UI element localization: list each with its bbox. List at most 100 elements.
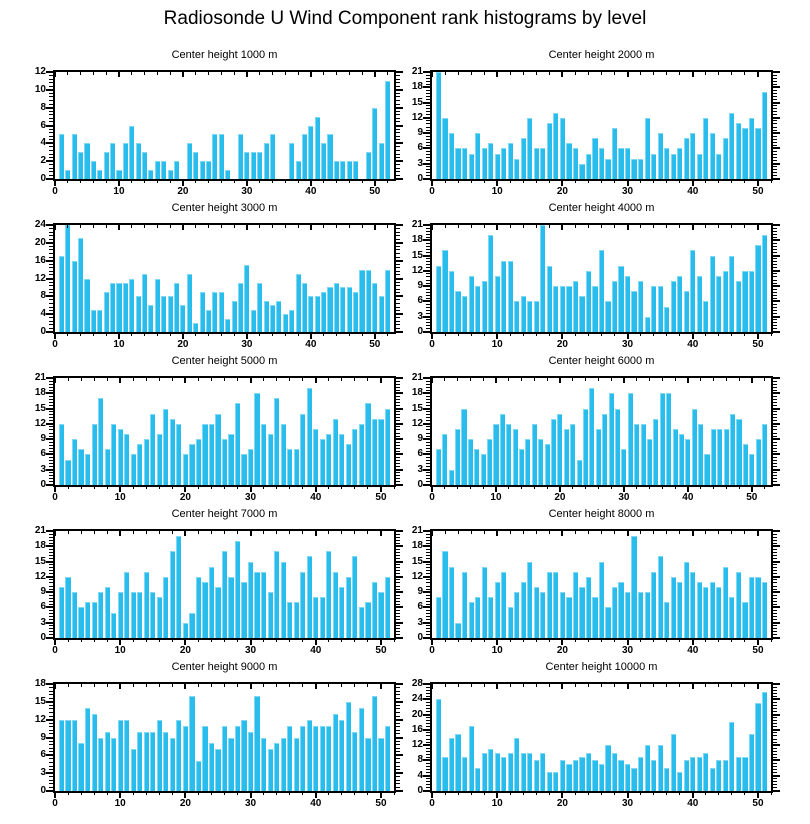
tick-mark <box>705 531 707 534</box>
tick-mark <box>773 386 777 388</box>
tick-mark <box>67 638 69 642</box>
tick-mark <box>169 225 171 228</box>
tick-mark <box>131 179 133 183</box>
tick-mark <box>396 533 400 535</box>
tick-mark <box>396 570 400 572</box>
tick-mark <box>773 753 777 755</box>
tick-mark <box>626 638 629 645</box>
histogram-bar <box>448 566 455 638</box>
tick-mark <box>396 704 400 706</box>
tick-mark <box>396 575 403 578</box>
y-tick-label: 6 <box>417 601 423 613</box>
tick-mark <box>773 310 777 312</box>
tick-mark <box>396 751 400 753</box>
histogram-bar <box>333 282 339 332</box>
histogram-bar <box>103 291 109 332</box>
tick-mark <box>49 567 53 569</box>
tick-mark <box>93 791 95 795</box>
histogram-bar <box>755 128 761 179</box>
histogram-panel: Center height 4000 m 0 10 20 30 40 50 0 3 6 9 12 15 1… <box>412 202 780 350</box>
tick-mark <box>521 485 523 489</box>
tick-mark <box>117 225 120 230</box>
tick-mark <box>626 684 629 689</box>
tick-mark <box>117 332 120 339</box>
tick-mark <box>731 179 733 183</box>
tick-mark <box>548 332 550 336</box>
x-tick-label: 40 <box>687 645 699 656</box>
tick-mark <box>483 332 485 336</box>
tick-mark <box>46 88 53 91</box>
x-tick-label: 40 <box>310 798 322 809</box>
tick-mark <box>80 332 82 336</box>
tick-mark <box>773 530 780 532</box>
tick-mark <box>284 179 286 183</box>
histogram-bar <box>378 592 384 638</box>
tick-mark <box>601 684 602 687</box>
tick-mark <box>396 142 403 145</box>
tick-mark <box>773 392 780 395</box>
histogram-bar <box>332 713 338 791</box>
histogram-bar <box>546 771 552 791</box>
tick-mark <box>444 684 446 687</box>
histogram-bar <box>117 719 123 791</box>
tick-mark <box>396 253 400 255</box>
histogram-bar <box>161 161 167 179</box>
tick-mark <box>396 456 400 458</box>
tick-mark <box>49 475 53 477</box>
tick-mark <box>46 772 53 775</box>
tick-mark <box>158 531 160 534</box>
histogram-bar <box>116 282 122 332</box>
tick-mark <box>426 157 430 159</box>
tick-mark <box>49 616 53 618</box>
tick-mark <box>426 172 430 174</box>
histogram-bar <box>572 760 579 791</box>
histogram-bar <box>690 571 696 638</box>
tick-mark <box>259 72 261 75</box>
chart-title: Radiosonde U Wind Component rank histogr… <box>163 8 647 29</box>
tick-mark <box>561 684 564 689</box>
histogram-bar <box>137 444 143 485</box>
tick-mark <box>49 613 53 615</box>
tick-mark <box>587 332 589 336</box>
tick-mark <box>46 718 53 721</box>
histogram-bar <box>261 423 267 485</box>
tick-mark <box>323 225 325 228</box>
tick-mark <box>773 120 777 122</box>
tick-mark <box>54 791 56 798</box>
tick-mark <box>396 92 400 94</box>
tick-mark <box>49 786 53 788</box>
histogram-bar <box>624 148 631 179</box>
tick-mark <box>396 536 400 538</box>
tick-mark <box>396 277 403 280</box>
tick-mark <box>396 306 400 308</box>
tick-mark <box>132 684 134 687</box>
histogram-bar <box>468 602 474 638</box>
tick-mark <box>396 302 400 304</box>
tick-mark <box>396 594 400 596</box>
histogram-bar <box>189 444 195 485</box>
y-tick-label: 0 <box>417 479 423 490</box>
histogram-bar <box>274 551 280 638</box>
tick-mark <box>302 378 304 381</box>
tick-mark <box>220 332 222 336</box>
tick-mark <box>49 401 53 403</box>
tick-mark <box>426 252 430 253</box>
tick-mark <box>522 332 524 336</box>
histogram-bar <box>608 393 614 485</box>
tick-mark <box>773 769 777 771</box>
x-tick-label: 20 <box>179 492 191 503</box>
tick-mark <box>426 619 430 621</box>
histogram-bar <box>228 434 234 485</box>
tick-mark <box>426 597 430 599</box>
x-tick-label: 40 <box>687 798 699 809</box>
histogram-bar <box>690 250 696 332</box>
histogram-bar <box>122 143 128 179</box>
histogram-bar <box>598 148 605 179</box>
histogram-bar <box>135 296 141 332</box>
tick-mark <box>396 530 403 532</box>
tick-mark <box>49 383 53 385</box>
histogram-bar <box>215 413 221 485</box>
tick-mark <box>49 157 53 159</box>
histogram-bar <box>605 301 611 332</box>
histogram-bar <box>557 413 563 485</box>
